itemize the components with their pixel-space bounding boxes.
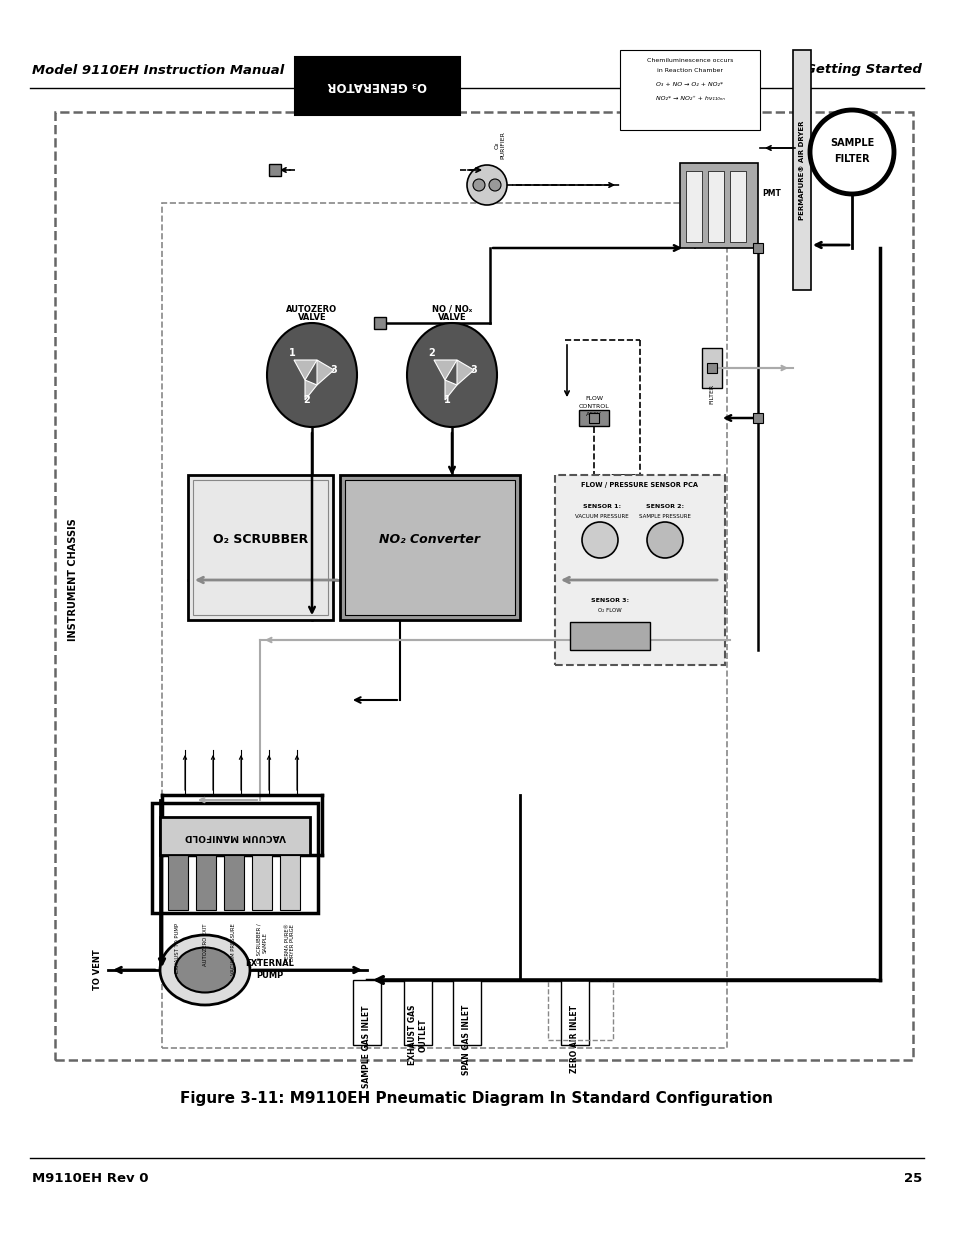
Text: FLOW: FLOW xyxy=(584,395,602,400)
Polygon shape xyxy=(434,359,456,380)
FancyBboxPatch shape xyxy=(453,981,480,1045)
Polygon shape xyxy=(294,359,316,380)
Text: VACUUM MANIFOLD: VACUUM MANIFOLD xyxy=(184,831,285,841)
Text: FILTER: FILTER xyxy=(709,384,714,404)
Text: 2: 2 xyxy=(303,395,310,405)
FancyBboxPatch shape xyxy=(685,170,701,242)
Text: O₂ SCRUBBER /
SAMPLE: O₂ SCRUBBER / SAMPLE xyxy=(256,923,267,962)
Text: M9110EH Rev 0: M9110EH Rev 0 xyxy=(32,1172,149,1184)
Text: Chemiluminescence occurs: Chemiluminescence occurs xyxy=(646,58,733,63)
Text: SAMPLE PRESSURE: SAMPLE PRESSURE xyxy=(639,515,690,520)
Text: NO₂ Converter: NO₂ Converter xyxy=(379,534,480,546)
Text: 2: 2 xyxy=(428,348,435,358)
FancyBboxPatch shape xyxy=(345,480,515,615)
Text: FLOW / PRESSURE SENSOR PCA: FLOW / PRESSURE SENSOR PCA xyxy=(581,482,698,488)
Ellipse shape xyxy=(174,947,234,993)
Text: SENSOR 2:: SENSOR 2: xyxy=(645,505,683,510)
FancyBboxPatch shape xyxy=(374,317,386,329)
Circle shape xyxy=(581,522,618,558)
Text: CONTROL: CONTROL xyxy=(578,404,609,409)
Text: Getting Started: Getting Started xyxy=(804,63,921,77)
Text: SPAN GAS INLET: SPAN GAS INLET xyxy=(462,1005,471,1076)
FancyBboxPatch shape xyxy=(403,981,432,1045)
Text: SAMPLE GAS INLET: SAMPLE GAS INLET xyxy=(362,1005,371,1088)
Text: EXHAUST TO PUMP: EXHAUST TO PUMP xyxy=(175,923,180,973)
Text: 3: 3 xyxy=(331,366,337,375)
Text: VACUUM PRESSURE: VACUUM PRESSURE xyxy=(232,923,236,974)
FancyBboxPatch shape xyxy=(707,170,723,242)
Text: ASSY: ASSY xyxy=(585,411,601,416)
FancyBboxPatch shape xyxy=(193,480,328,615)
FancyBboxPatch shape xyxy=(792,49,810,290)
FancyBboxPatch shape xyxy=(569,622,649,650)
Text: PMT: PMT xyxy=(761,189,781,198)
Text: 3: 3 xyxy=(470,366,476,375)
Text: EXTERNAL: EXTERNAL xyxy=(245,960,294,968)
Text: PERMAPURE® AIR DRYER: PERMAPURE® AIR DRYER xyxy=(799,120,804,220)
Text: NO₂* → NO₂⁺ + hν₁₁₀ₙₙ: NO₂* → NO₂⁺ + hν₁₁₀ₙₙ xyxy=(655,95,723,100)
FancyBboxPatch shape xyxy=(701,348,721,388)
FancyBboxPatch shape xyxy=(168,855,188,910)
FancyBboxPatch shape xyxy=(619,49,760,130)
Text: INSTRUMENT CHASSIS: INSTRUMENT CHASSIS xyxy=(68,519,78,641)
FancyBboxPatch shape xyxy=(294,57,459,115)
FancyBboxPatch shape xyxy=(252,855,272,910)
FancyBboxPatch shape xyxy=(353,981,380,1045)
FancyBboxPatch shape xyxy=(224,855,244,910)
Text: 25: 25 xyxy=(902,1172,921,1184)
FancyBboxPatch shape xyxy=(188,475,333,620)
Text: PUMP: PUMP xyxy=(256,972,283,981)
FancyBboxPatch shape xyxy=(578,410,608,426)
Polygon shape xyxy=(456,359,474,385)
FancyBboxPatch shape xyxy=(560,981,588,1045)
Text: PERMA PURE®
DRYER PURGE: PERMA PURE® DRYER PURGE xyxy=(284,923,295,962)
Ellipse shape xyxy=(160,935,250,1005)
Text: Figure 3-11: M9110EH Pneumatic Diagram In Standard Configuration: Figure 3-11: M9110EH Pneumatic Diagram I… xyxy=(180,1091,773,1105)
FancyBboxPatch shape xyxy=(752,243,762,253)
FancyBboxPatch shape xyxy=(195,855,215,910)
Text: AUTOZERO EXIT: AUTOZERO EXIT xyxy=(203,923,209,966)
FancyBboxPatch shape xyxy=(555,475,724,664)
Polygon shape xyxy=(444,380,456,400)
Ellipse shape xyxy=(267,324,356,427)
Text: O₂ SCRUBBER: O₂ SCRUBBER xyxy=(213,534,308,546)
Text: in Reaction Chamber: in Reaction Chamber xyxy=(657,68,722,73)
Text: NO / NOₓ: NO / NOₓ xyxy=(432,305,472,314)
Text: VALVE: VALVE xyxy=(437,314,466,322)
Text: O₃ GENERATOR: O₃ GENERATOR xyxy=(327,79,427,93)
Circle shape xyxy=(489,179,500,191)
FancyBboxPatch shape xyxy=(679,163,758,248)
FancyBboxPatch shape xyxy=(339,475,519,620)
Text: Model 9110EH Instruction Manual: Model 9110EH Instruction Manual xyxy=(32,63,284,77)
Text: SAMPLE: SAMPLE xyxy=(829,138,873,148)
FancyBboxPatch shape xyxy=(729,170,745,242)
Text: ZERO AIR INLET: ZERO AIR INLET xyxy=(570,1005,578,1073)
Text: AUTOZERO: AUTOZERO xyxy=(286,305,337,314)
Text: SENSOR 3:: SENSOR 3: xyxy=(590,598,628,603)
Circle shape xyxy=(467,165,506,205)
Text: 1: 1 xyxy=(289,348,295,358)
FancyBboxPatch shape xyxy=(588,412,598,424)
Polygon shape xyxy=(305,380,316,400)
Text: O₃ + NO → O₂ + NO₂*: O₃ + NO → O₂ + NO₂* xyxy=(656,83,722,88)
Polygon shape xyxy=(316,359,334,385)
FancyBboxPatch shape xyxy=(752,412,762,424)
Text: O₂ FLOW: O₂ FLOW xyxy=(598,609,621,614)
Text: FILTER: FILTER xyxy=(833,154,869,164)
Text: VACUUM PRESSURE: VACUUM PRESSURE xyxy=(575,515,628,520)
Text: TO VENT: TO VENT xyxy=(93,950,102,990)
Text: 1: 1 xyxy=(443,395,450,405)
Circle shape xyxy=(646,522,682,558)
Ellipse shape xyxy=(407,324,497,427)
Text: SENSOR 1:: SENSOR 1: xyxy=(582,505,620,510)
Text: O₂
PURIFIER: O₂ PURIFIER xyxy=(494,131,505,159)
Circle shape xyxy=(473,179,484,191)
FancyBboxPatch shape xyxy=(160,818,310,855)
FancyBboxPatch shape xyxy=(706,363,717,373)
FancyBboxPatch shape xyxy=(280,855,299,910)
Text: VALVE: VALVE xyxy=(297,314,326,322)
Circle shape xyxy=(809,110,893,194)
Text: EXHAUST GAS
OUTLET: EXHAUST GAS OUTLET xyxy=(408,1005,427,1066)
FancyBboxPatch shape xyxy=(269,164,281,177)
